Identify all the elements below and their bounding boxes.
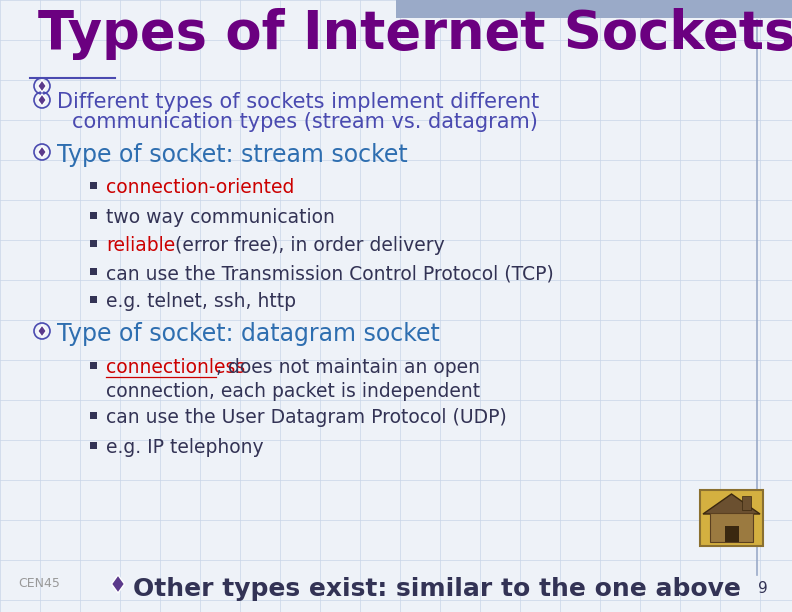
Polygon shape bbox=[703, 494, 760, 514]
Text: 9: 9 bbox=[758, 581, 768, 596]
Text: Other types exist: similar to the one above: Other types exist: similar to the one ab… bbox=[133, 577, 741, 601]
Text: , does not maintain an open: , does not maintain an open bbox=[216, 358, 480, 377]
Bar bbox=[89, 239, 97, 247]
Text: e.g. IP telephony: e.g. IP telephony bbox=[106, 438, 264, 457]
Text: reliable: reliable bbox=[106, 236, 175, 255]
Polygon shape bbox=[38, 80, 46, 92]
Bar bbox=[89, 212, 97, 218]
Text: (error free), in order delivery: (error free), in order delivery bbox=[169, 236, 444, 255]
Bar bbox=[89, 267, 97, 275]
Bar bbox=[742, 496, 751, 510]
Bar bbox=[725, 526, 739, 542]
Text: Type of socket: datagram socket: Type of socket: datagram socket bbox=[57, 322, 440, 346]
Bar bbox=[89, 441, 97, 449]
Text: connectionless: connectionless bbox=[106, 358, 246, 377]
Bar bbox=[89, 411, 97, 419]
Bar bbox=[396, 0, 792, 18]
Text: can use the Transmission Control Protocol (TCP): can use the Transmission Control Protoco… bbox=[106, 264, 554, 283]
Text: e.g. telnet, ssh, http: e.g. telnet, ssh, http bbox=[106, 292, 296, 311]
Bar bbox=[89, 296, 97, 302]
Polygon shape bbox=[38, 94, 46, 106]
Bar bbox=[89, 362, 97, 368]
Polygon shape bbox=[38, 325, 46, 337]
Text: can use the User Datagram Protocol (UDP): can use the User Datagram Protocol (UDP) bbox=[106, 408, 507, 427]
Polygon shape bbox=[112, 575, 124, 593]
Text: Types of Internet Sockets: Types of Internet Sockets bbox=[38, 8, 792, 60]
Text: CEN45: CEN45 bbox=[18, 577, 60, 590]
Text: communication types (stream vs. datagram): communication types (stream vs. datagram… bbox=[72, 112, 538, 132]
Bar bbox=[710, 513, 753, 542]
Polygon shape bbox=[38, 146, 46, 158]
Text: Different types of sockets implement different: Different types of sockets implement dif… bbox=[57, 92, 539, 112]
Text: Type of socket: stream socket: Type of socket: stream socket bbox=[57, 143, 408, 167]
Text: connection-oriented: connection-oriented bbox=[106, 178, 295, 197]
Bar bbox=[700, 490, 763, 546]
Bar bbox=[89, 182, 97, 188]
Text: two way communication: two way communication bbox=[106, 208, 335, 227]
Text: connection, each packet is independent: connection, each packet is independent bbox=[106, 382, 480, 401]
